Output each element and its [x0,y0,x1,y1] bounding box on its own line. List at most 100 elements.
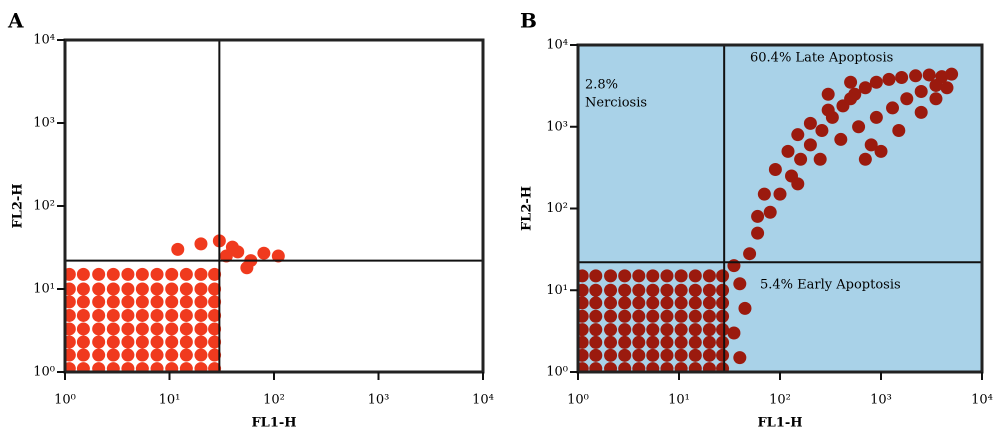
event-point [257,246,271,260]
event-point [632,296,646,310]
event-point [65,348,76,362]
x-tick-label: 10⁴ [472,393,494,408]
event-point [781,144,795,158]
event-point [803,138,817,152]
y-tick-label: 10⁴ [33,33,55,48]
event-point [76,335,90,349]
event-point [150,348,164,362]
event-point [892,123,906,137]
x-tick-label: 10² [769,393,791,408]
event-point [660,348,674,362]
event-point [618,269,632,283]
y-tick-label: 10⁴ [546,38,568,53]
annotation: 5.4% Early Apoptosis [760,278,901,293]
event-point [578,283,589,297]
points [65,234,285,372]
event-point [618,323,632,337]
event-point [674,309,688,323]
event-point [589,323,603,337]
event-point [121,322,135,336]
event-point [773,187,787,201]
event-point [578,296,589,310]
x-axis-label: FL1-H [251,416,296,431]
event-point [618,335,632,349]
event-point [179,322,193,336]
event-point [135,322,149,336]
event-point [106,308,120,322]
event-point [646,348,660,362]
event-point [716,323,730,337]
event-point [92,282,106,296]
event-point [834,132,848,146]
event-point [716,335,730,349]
event-point [106,267,120,281]
event-point [208,335,222,349]
event-point [914,84,928,98]
y-axis-label: FL2-H [11,183,26,228]
event-point [92,322,106,336]
event-point [618,283,632,297]
event-point [65,295,76,309]
event-point [674,269,688,283]
event-point [92,335,106,349]
event-point [674,335,688,349]
event-point [76,322,90,336]
event-point [165,335,179,349]
event-point [76,308,90,322]
event-point [604,362,618,372]
x-tick-label: 10⁰ [54,393,76,408]
event-point [121,267,135,281]
event-point [150,267,164,281]
event-point [815,123,829,137]
event-point [106,295,120,309]
event-point [821,87,835,101]
y-axis-label: FL2-H [520,186,535,231]
event-point [65,267,76,281]
event-point [869,110,883,124]
event-point [208,295,222,309]
event-point [702,335,716,349]
event-point [646,362,660,372]
y-tick-label: 10² [546,201,568,216]
event-point [702,269,716,283]
event-point [738,301,752,315]
event-point [135,308,149,322]
event-point [618,362,632,372]
event-point [208,267,222,281]
event-point [674,323,688,337]
event-point [813,152,827,166]
event-point [733,277,747,291]
event-point [194,362,208,372]
event-point [727,326,741,340]
event-point [165,267,179,281]
event-point [135,282,149,296]
event-point [150,295,164,309]
event-point [688,296,702,310]
event-point [121,348,135,362]
x-tick-label: 10³ [870,393,892,408]
event-point [674,348,688,362]
event-point [135,267,149,281]
event-point [688,335,702,349]
event-point [660,309,674,323]
event-point [909,69,923,83]
event-point [271,249,285,263]
event-point [589,309,603,323]
event-point [632,309,646,323]
event-point [660,269,674,283]
points [578,67,959,372]
plot-background [65,40,483,372]
event-point [688,309,702,323]
event-point [208,362,222,372]
event-point [135,362,149,372]
event-point [660,335,674,349]
plot-background [578,45,982,372]
event-point [604,348,618,362]
event-point [92,348,106,362]
y-tick-label: 10¹ [546,283,568,298]
event-point [940,81,954,95]
event-point [165,282,179,296]
event-point [165,348,179,362]
event-point [65,322,76,336]
